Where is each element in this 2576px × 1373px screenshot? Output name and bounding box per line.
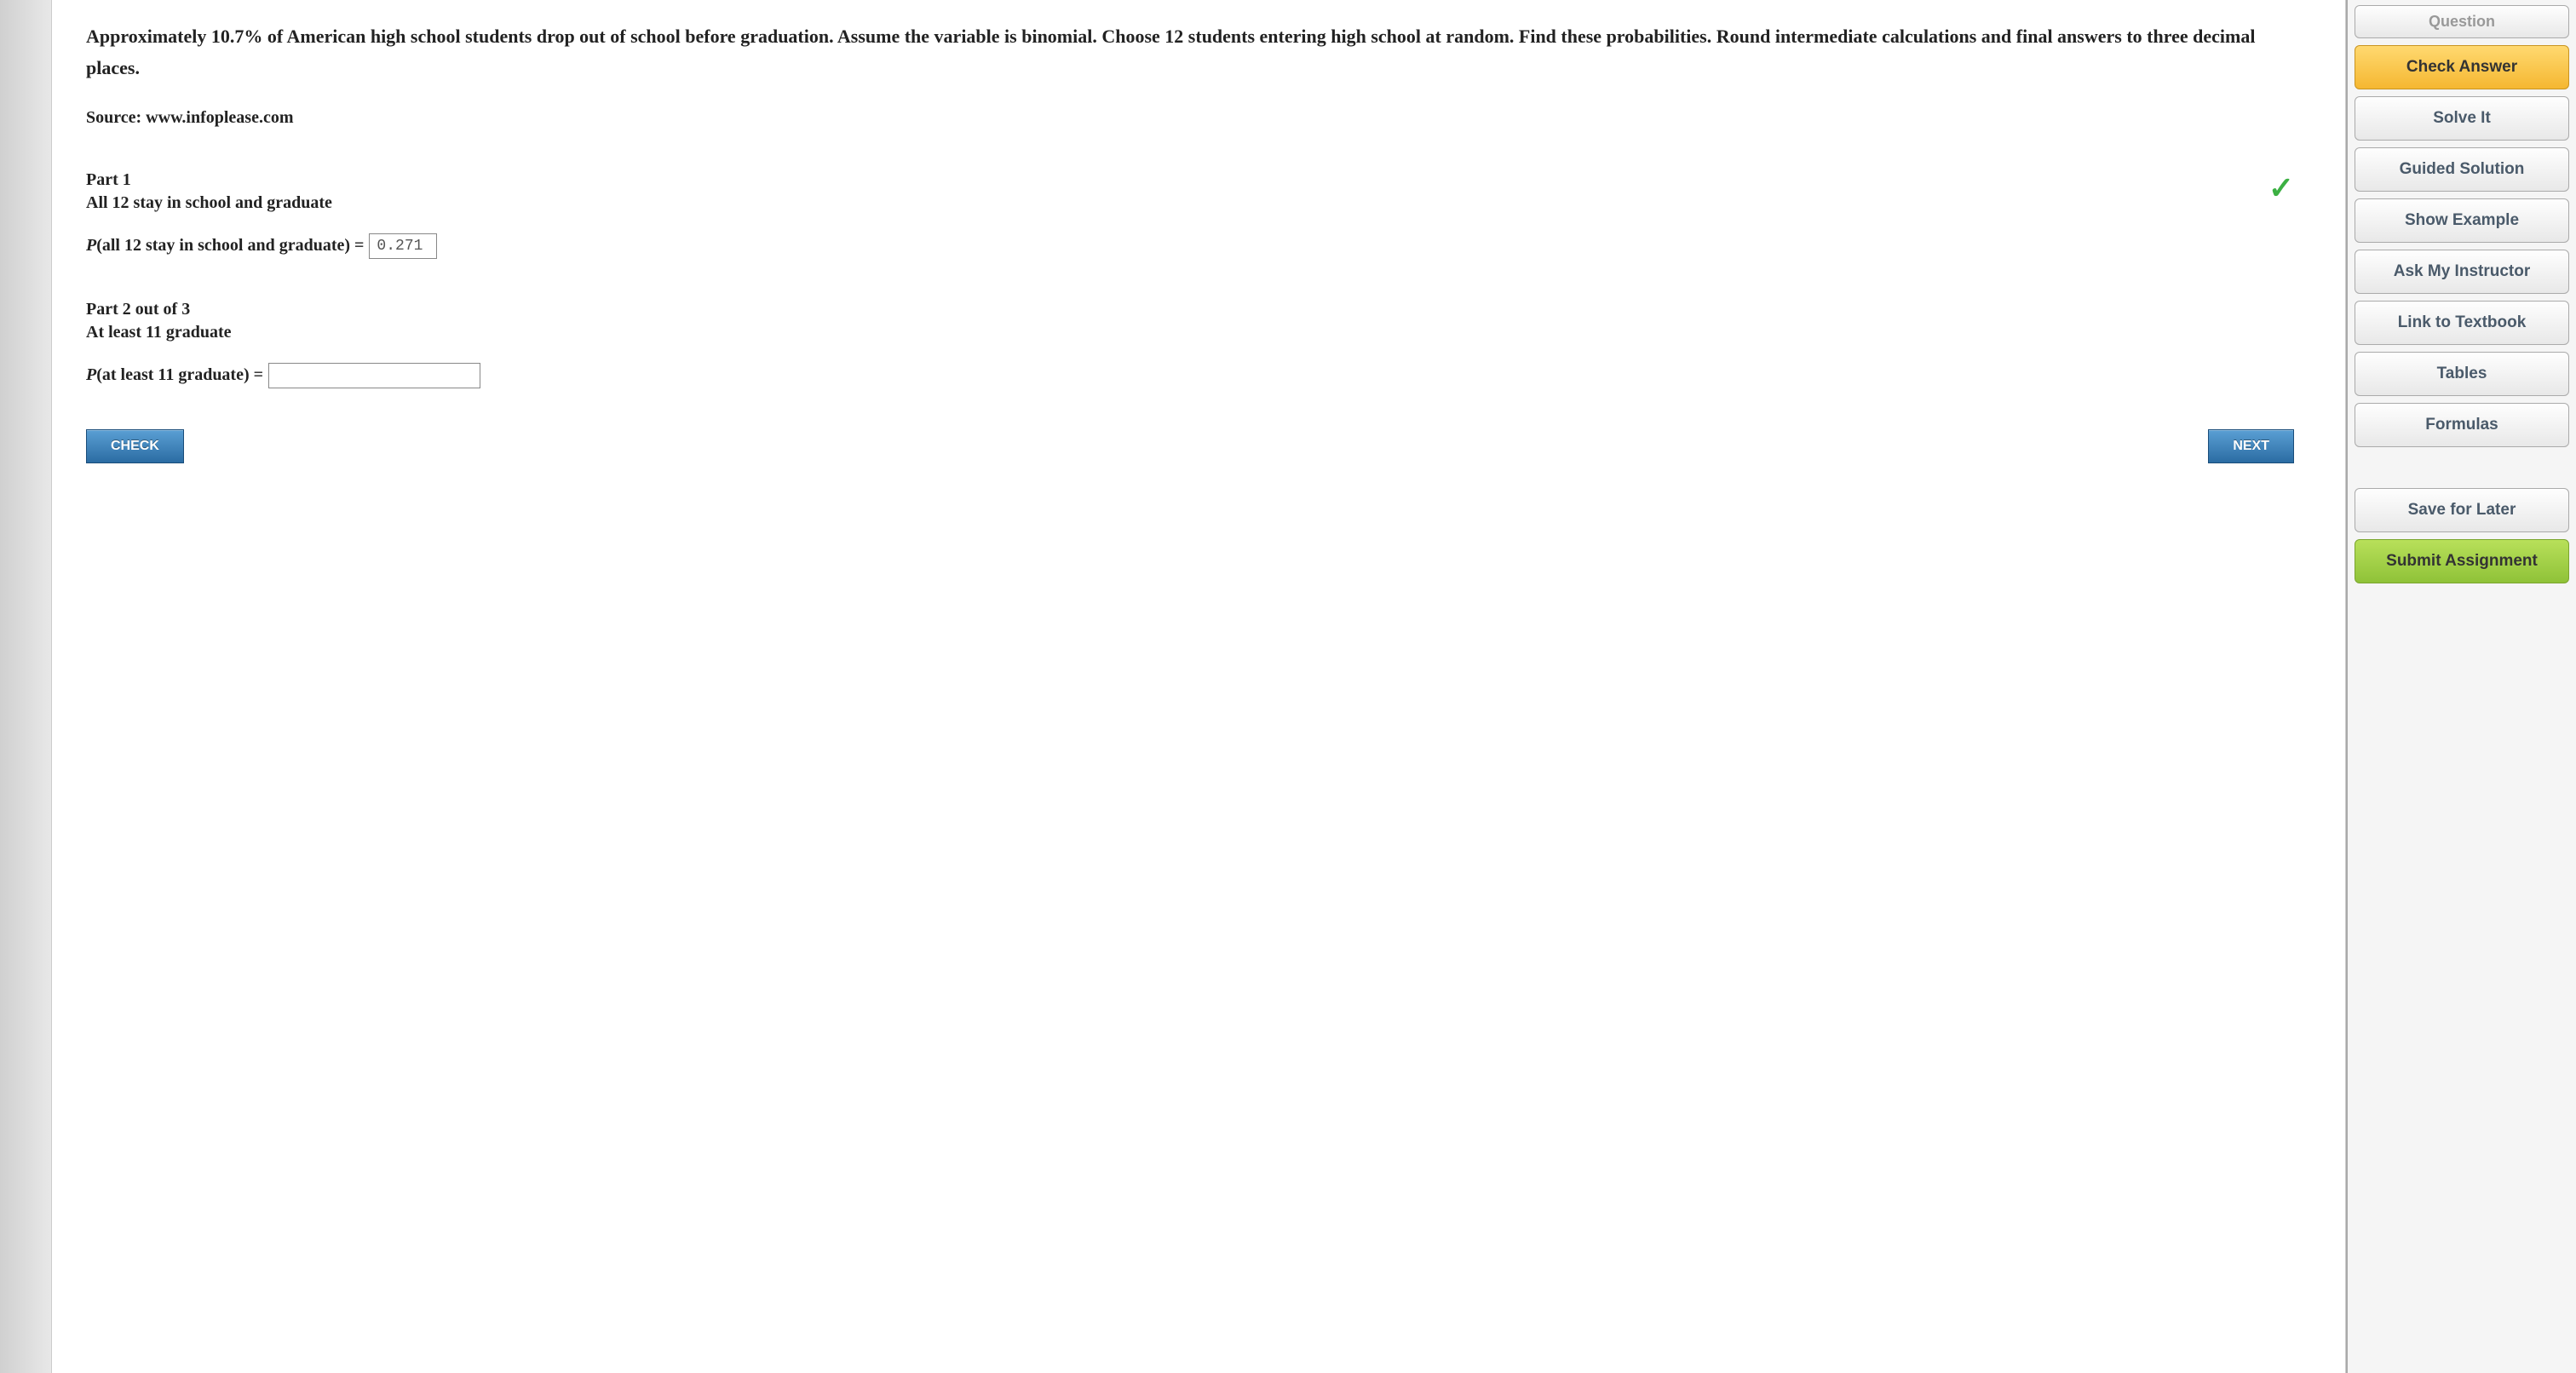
main-content: Approximately 10.7% of American high sch… <box>51 0 2346 1373</box>
part-2-label: At least 11 graduate <box>86 323 2311 342</box>
question-text: Approximately 10.7% of American high sch… <box>86 20 2311 84</box>
part-2-header: Part 2 out of 3 <box>86 300 2311 319</box>
part-1-label: All 12 stay in school and graduate <box>86 193 2311 213</box>
part-2-formula: P(at least 11 graduate) = <box>86 363 2311 388</box>
check-button[interactable]: CHECK <box>86 429 184 463</box>
part-1-section: ✓ Part 1 All 12 stay in school and gradu… <box>86 170 2311 259</box>
sidebar-show-example-button[interactable]: Show Example <box>2355 198 2569 243</box>
correct-check-icon: ✓ <box>2268 170 2294 206</box>
sidebar-gap <box>2355 454 2569 488</box>
sidebar-save-later-button[interactable]: Save for Later <box>2355 488 2569 532</box>
sidebar: Question Check Answer Solve It Guided So… <box>2346 0 2576 1373</box>
sidebar-check-answer-button[interactable]: Check Answer <box>2355 45 2569 89</box>
formula-2-label: P(at least 11 graduate) = <box>86 365 263 385</box>
sidebar-top: Question Check Answer Solve It Guided So… <box>2348 0 2576 595</box>
sidebar-guided-solution-button[interactable]: Guided Solution <box>2355 147 2569 192</box>
part-2-answer-input[interactable] <box>268 363 480 388</box>
part-1-header: Part 1 <box>86 170 2311 190</box>
sidebar-submit-button[interactable]: Submit Assignment <box>2355 539 2569 583</box>
sidebar-tables-button[interactable]: Tables <box>2355 352 2569 396</box>
sidebar-question-button[interactable]: Question <box>2355 5 2569 38</box>
sidebar-link-textbook-button[interactable]: Link to Textbook <box>2355 301 2569 345</box>
sidebar-ask-instructor-button[interactable]: Ask My Instructor <box>2355 250 2569 294</box>
next-button[interactable]: NEXT <box>2208 429 2294 463</box>
left-margin <box>0 0 51 1373</box>
part-1-formula: P(all 12 stay in school and graduate) = … <box>86 233 2311 259</box>
source-text: Source: www.infoplease.com <box>86 108 2311 128</box>
sidebar-solve-it-button[interactable]: Solve It <box>2355 96 2569 141</box>
formula-1-label: P(all 12 stay in school and graduate) = <box>86 236 364 256</box>
sidebar-formulas-button[interactable]: Formulas <box>2355 403 2569 447</box>
part-2-section: Part 2 out of 3 At least 11 graduate P(a… <box>86 300 2311 388</box>
part-1-answer-box: 0.271 <box>369 233 437 259</box>
button-row: CHECK NEXT <box>86 429 2311 463</box>
